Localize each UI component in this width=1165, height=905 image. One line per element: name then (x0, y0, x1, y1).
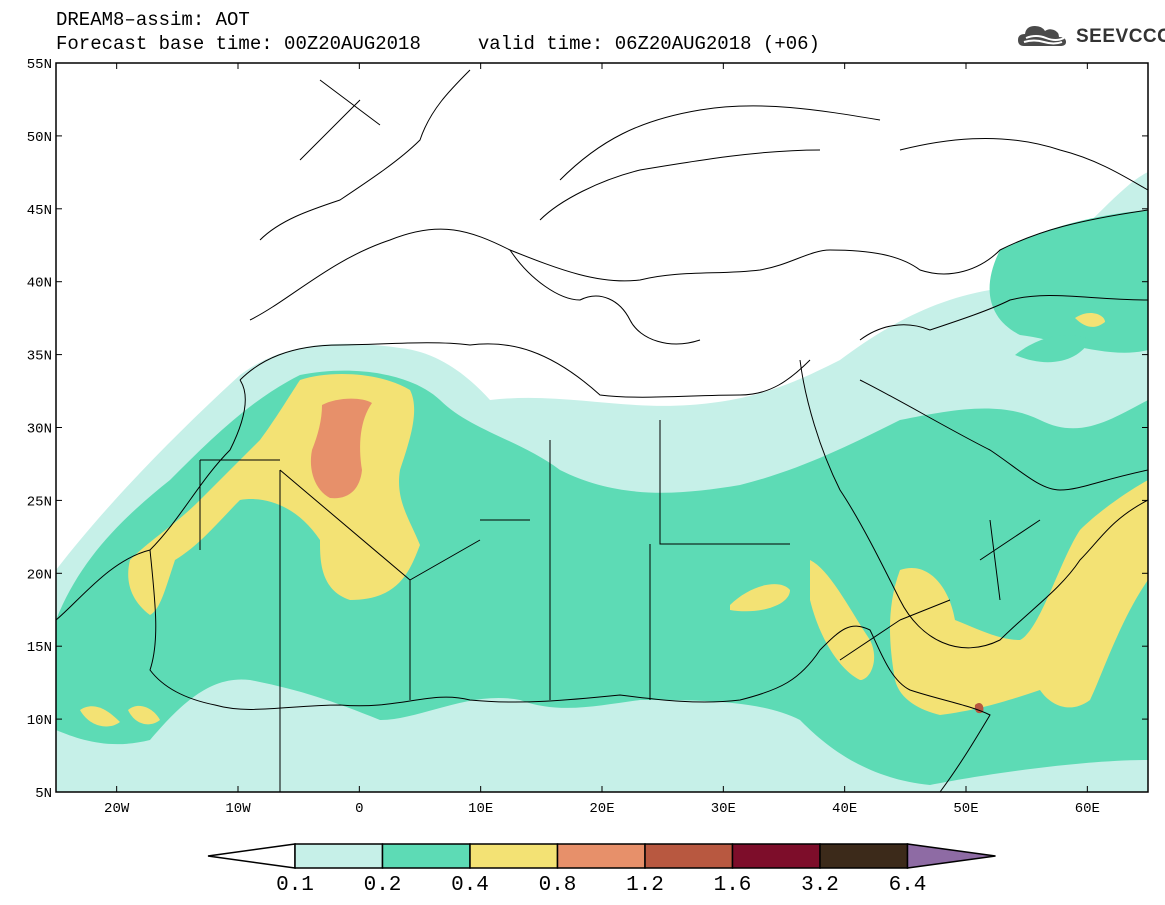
colorbar (207, 843, 996, 869)
x-tick-label: 60E (1075, 801, 1100, 817)
x-tick-label: 20W (104, 801, 130, 817)
y-tick-label: 30N (27, 422, 52, 438)
colorbar-label: 6.4 (889, 874, 927, 897)
axis-ticks (56, 62, 1148, 793)
x-tick-label: 10W (225, 801, 251, 817)
seevccc-logo: SEEVCCC (1016, 22, 1165, 52)
colorbar-swatch (819, 843, 909, 869)
colorbar-label: 0.8 (539, 874, 577, 897)
cloud-logo-icon (1018, 26, 1066, 46)
colorbar-swatch (469, 843, 559, 869)
y-tick-label: 40N (27, 276, 52, 292)
colorbar-under-triangle (207, 843, 296, 869)
coastlines-and-borders (56, 69, 1148, 792)
colorbar-swatch (644, 843, 734, 869)
x-tick-label: 0 (355, 801, 363, 817)
y-tick-label: 50N (27, 130, 52, 146)
x-tick-label: 20E (589, 801, 614, 817)
x-tick-label: 50E (953, 801, 978, 817)
logo-text: SEEVCCC (1076, 26, 1165, 47)
colorbar-labels: 0.1 0.2 0.4 0.8 1.2 1.6 3.2 6.4 (276, 874, 926, 897)
x-tick-label: 10E (468, 801, 493, 817)
colorbar-over-triangle (906, 843, 996, 869)
colorbar-label: 1.6 (714, 874, 752, 897)
colorbar-label: 0.4 (451, 874, 489, 897)
y-tick-label: 55N (27, 57, 52, 73)
colorbar-label: 3.2 (801, 874, 839, 897)
title-line-2: Forecast base time: 00Z20AUG2018 valid t… (56, 33, 820, 55)
aot-band-1.2-1.6 (974, 702, 984, 714)
colorbar-swatch (294, 843, 384, 869)
aot-band-0.8-1.2 (310, 398, 372, 499)
colorbar-label: 0.1 (276, 874, 314, 897)
colorbar-label: 0.2 (364, 874, 402, 897)
y-tick-label: 10N (27, 713, 52, 729)
x-tick-label: 30E (711, 801, 736, 817)
colorbar-label: 1.2 (626, 874, 664, 897)
colorbar-swatch (381, 843, 471, 869)
y-tick-label: 45N (27, 203, 52, 219)
x-tick-label: 40E (832, 801, 857, 817)
y-tick-label: 15N (27, 640, 52, 656)
y-tick-label: 35N (27, 349, 52, 365)
title-line-1: DREAM8–assim: AOT (56, 9, 250, 31)
y-tick-label: 25N (27, 494, 52, 510)
y-tick-label: 20N (27, 567, 52, 583)
axis-labels: 20W 10W 0 10E 20E 30E 40E 50E 60E 55N 50N 45N 40N 35N… (27, 57, 1100, 817)
y-tick-label: 5N (35, 786, 52, 802)
colorbar-swatch (731, 843, 821, 869)
colorbar-swatch (556, 843, 646, 869)
